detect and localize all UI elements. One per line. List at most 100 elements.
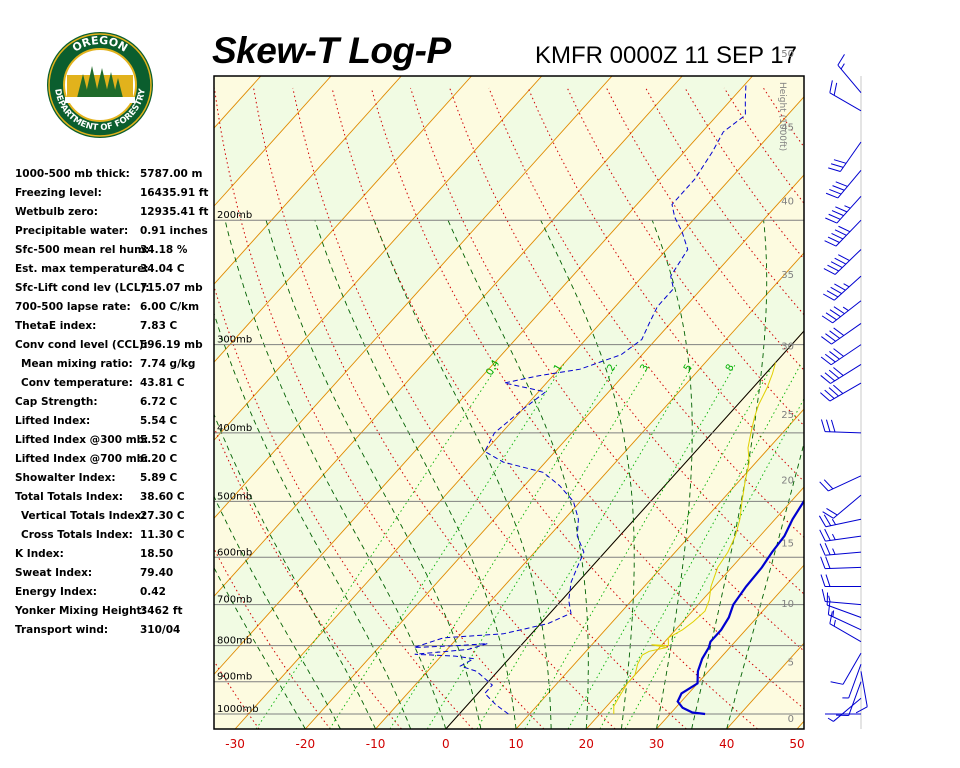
wind-barb — [836, 681, 862, 717]
wind-barb-flag — [825, 312, 837, 321]
wind-barb-shaft — [829, 92, 862, 112]
pressure-label: 200mb — [217, 210, 252, 221]
stat-value: 34.18 % — [140, 244, 188, 256]
wind-barb — [829, 611, 862, 643]
stat-label: ThetaE index: — [15, 320, 97, 332]
stat-label: Est. max temperature: — [15, 263, 149, 275]
isotherm-line — [214, 76, 332, 207]
stat-value: 715.07 mb — [140, 282, 203, 294]
stat-label: Transport wind: — [15, 624, 109, 636]
stat-row: Lifted Index: 5.54 C — [15, 415, 215, 434]
stat-value: 5.52 C — [140, 434, 178, 446]
wind-barb-flag — [833, 82, 838, 96]
stat-value: 0.91 inches — [140, 225, 208, 237]
wind-barb-flag — [824, 389, 835, 399]
tree-icon — [77, 66, 123, 98]
temperature-tick-label: -10 — [366, 737, 386, 751]
stat-label: Conv temperature: — [21, 377, 133, 389]
wind-barb-flag — [829, 351, 840, 360]
pressure-label: 600mb — [217, 547, 252, 558]
wind-barb-flag — [855, 706, 868, 714]
freezing-isotherm — [445, 330, 804, 729]
isotherm-line — [214, 76, 402, 285]
station-time-label: KMFR 0000Z 11 SEP 17 — [535, 42, 797, 69]
wind-barb — [821, 300, 862, 324]
stat-label: Showalter Index: — [15, 472, 116, 484]
wind-barb — [842, 663, 862, 699]
wind-barb-flag — [834, 229, 847, 236]
wind-barb-flag — [821, 336, 832, 345]
temperature-tick-label: 10 — [508, 737, 523, 751]
stat-row: Total Totals Index: 38.60 C — [15, 491, 215, 510]
moist-adiabat — [214, 566, 306, 729]
mixing-ratio-label: 8 — [724, 362, 737, 373]
stat-row: Cross Totals Index: 11.30 C — [15, 529, 215, 548]
wind-barb-flag — [834, 283, 846, 291]
wind-barb-flag — [825, 556, 831, 569]
wind-barb-flag — [838, 225, 851, 233]
moist-adiabat — [214, 413, 376, 729]
wind-barb — [820, 363, 862, 384]
stat-value: 27.30 C — [140, 510, 185, 522]
isotherm-line — [867, 76, 960, 729]
height-tick-label: 50 — [781, 49, 794, 60]
moist-adiabat — [726, 441, 804, 729]
height-axis-label: Height (1000ft) — [777, 82, 787, 151]
stat-label: Freezing level: — [15, 187, 102, 199]
wind-barb-flag — [820, 356, 832, 366]
wind-barb-shaft — [828, 475, 862, 492]
wind-barb-shaft — [825, 431, 862, 434]
wind-barb-flag — [820, 556, 826, 569]
stat-label: Lifted Index: — [15, 415, 91, 427]
wind-barb-flag — [820, 574, 826, 587]
wind-barb-flag — [829, 330, 840, 339]
wind-barb-flag — [820, 375, 831, 384]
mixing-ratio-label: 3 — [638, 362, 651, 373]
stat-value: 596.19 mb — [140, 339, 203, 351]
wind-barb-flag — [823, 514, 832, 526]
pressure-label: 500mb — [217, 491, 252, 502]
isotherm-line — [214, 76, 753, 676]
isotherm-line — [214, 76, 683, 598]
oregon-forestry-logo: OREGON DEPARTMENT OF FORESTRY — [47, 32, 153, 138]
stat-row: Transport wind: 310/04 — [15, 624, 215, 643]
mixing-ratio-line — [255, 364, 499, 729]
wind-barb-flag — [819, 529, 826, 542]
temperature-tick-label: 20 — [579, 737, 594, 751]
wind-barb-flag — [830, 163, 844, 168]
stat-value: 11.30 C — [140, 529, 185, 541]
wind-barb-flag — [827, 236, 840, 243]
stat-label: Wetbulb zero: — [15, 206, 98, 218]
wind-barb-flag — [833, 619, 836, 627]
stat-value: 5.89 C — [140, 472, 178, 484]
stat-label: Cap Strength: — [15, 396, 98, 408]
wind-barb-flag — [833, 327, 845, 336]
stat-value: 6.00 C/km — [140, 301, 200, 313]
isotherm-line — [796, 720, 804, 729]
stat-label: Yonker Mixing Height: — [15, 605, 146, 617]
isotherm-line — [214, 76, 613, 519]
wind-barb-flag — [827, 264, 839, 272]
temperature-tick-label: -30 — [225, 737, 245, 751]
wind-barb-shaft — [825, 600, 862, 606]
stat-label: Sfc-Lift cond lev (LCL): — [15, 282, 150, 294]
wind-barb-shaft — [833, 697, 862, 722]
wind-barb — [829, 80, 862, 112]
sounding-series — [413, 83, 804, 716]
mixing-ratio-line — [599, 364, 802, 729]
height-tick-label: 20 — [781, 476, 794, 487]
wind-barb-flag — [842, 306, 849, 311]
wind-barb-flag — [824, 240, 837, 247]
wind-barb-shaft — [848, 663, 862, 699]
temperature-tick-label: 50 — [789, 737, 804, 751]
wind-barb-flag — [831, 233, 844, 240]
chart-title: Skew-T Log-P — [212, 30, 451, 71]
stat-row: 700-500 lapse rate: 6.00 C/km — [15, 301, 215, 320]
stat-label: K Index: — [15, 548, 64, 560]
wind-barb-flag — [835, 206, 848, 213]
isotherm-line — [214, 76, 543, 441]
height-tick-label: 30 — [781, 342, 794, 353]
wind-barb-flag — [824, 543, 831, 556]
wind-barb — [826, 592, 862, 618]
